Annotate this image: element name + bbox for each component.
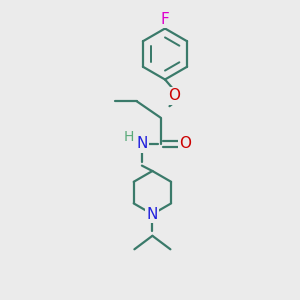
Text: H: H	[124, 130, 134, 144]
Text: N: N	[136, 136, 148, 152]
Text: O: O	[179, 136, 191, 152]
Text: N: N	[147, 207, 158, 222]
Text: F: F	[160, 12, 169, 27]
Text: O: O	[168, 88, 180, 104]
